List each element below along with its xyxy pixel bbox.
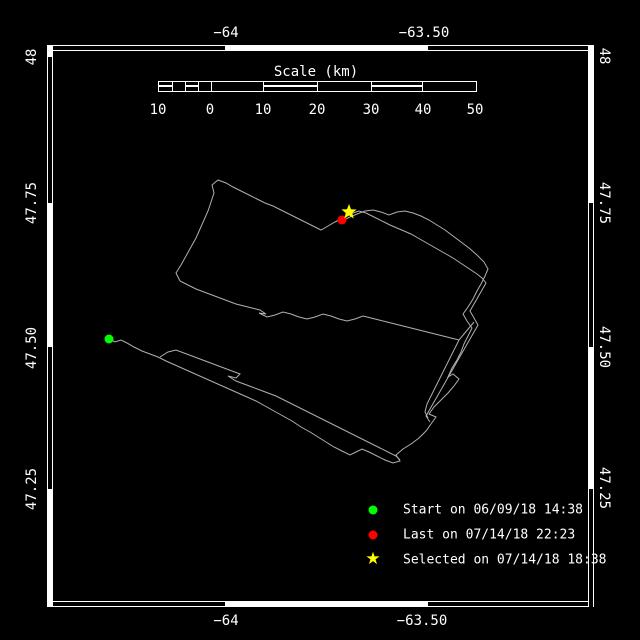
map-border-bottom <box>47 601 594 607</box>
scale-bar-cell <box>184 82 198 91</box>
border-cell <box>48 347 52 489</box>
axis-tick-label: 47.25 <box>596 466 612 510</box>
scale-bar-tick-label: 30 <box>362 102 380 118</box>
trajectory-line <box>159 349 401 461</box>
legend-label: Selected on 07/14/18 18:38 <box>403 552 607 568</box>
axis-tick-label: −64 <box>213 25 239 41</box>
border-cell <box>47 46 225 50</box>
scale-bar-tick-label: 10 <box>254 102 272 118</box>
scale-bar <box>158 81 477 92</box>
trajectory-line <box>175 179 487 423</box>
axis-tick-label: 48 <box>596 47 612 65</box>
border-cell <box>428 602 594 606</box>
map-border-top <box>47 45 594 51</box>
border-cell <box>589 489 593 607</box>
axis-tick-label: −63.50 <box>398 25 450 41</box>
scale-bar-cell <box>370 82 423 91</box>
axis-tick-label: −63.50 <box>396 613 448 629</box>
border-cell <box>428 46 594 50</box>
axis-tick-label: 48 <box>24 48 40 66</box>
axis-tick-label: 47.75 <box>24 181 40 225</box>
scale-bar-cell <box>210 82 264 91</box>
border-cell <box>589 203 593 347</box>
trajectory-line <box>424 339 460 419</box>
legend-star-icon: ★ <box>365 548 381 569</box>
trajectory-line <box>179 280 475 341</box>
map-border-right <box>588 45 594 607</box>
scale-bar-title: Scale (km) <box>273 64 359 80</box>
axis-tick-label: 47.50 <box>24 326 40 370</box>
scale-bar-tick-label: 10 <box>149 102 167 118</box>
legend-last-dot-icon <box>368 530 378 540</box>
scale-bar-cell <box>171 82 185 91</box>
scale-bar-cell <box>197 82 211 91</box>
axis-tick-label: −64 <box>213 613 239 629</box>
last-marker <box>337 215 347 225</box>
map-border-left <box>47 45 53 607</box>
axis-tick-label: 47.50 <box>596 325 612 369</box>
start-marker <box>104 334 114 344</box>
border-cell <box>48 57 52 203</box>
border-cell <box>47 602 225 606</box>
axis-tick-label: 47.75 <box>596 181 612 225</box>
scale-bar-tick-label: 0 <box>205 102 215 118</box>
scale-bar-cell <box>159 82 172 91</box>
scale-bar-cell <box>317 82 371 91</box>
trajectory-line <box>108 209 489 464</box>
legend-label: Last on 07/14/18 22:23 <box>403 527 576 543</box>
scale-bar-tick-label: 40 <box>414 102 432 118</box>
scale-bar-tick-label: 20 <box>308 102 326 118</box>
scale-bar-cell <box>422 82 476 91</box>
scale-bar-tick-label: 50 <box>466 102 484 118</box>
axis-tick-label: 47.25 <box>24 467 40 511</box>
legend-start-dot-icon <box>368 505 378 515</box>
scale-bar-cell <box>263 82 318 91</box>
selected-marker <box>341 204 357 219</box>
legend-label: Start on 06/09/18 14:38 <box>403 502 584 518</box>
